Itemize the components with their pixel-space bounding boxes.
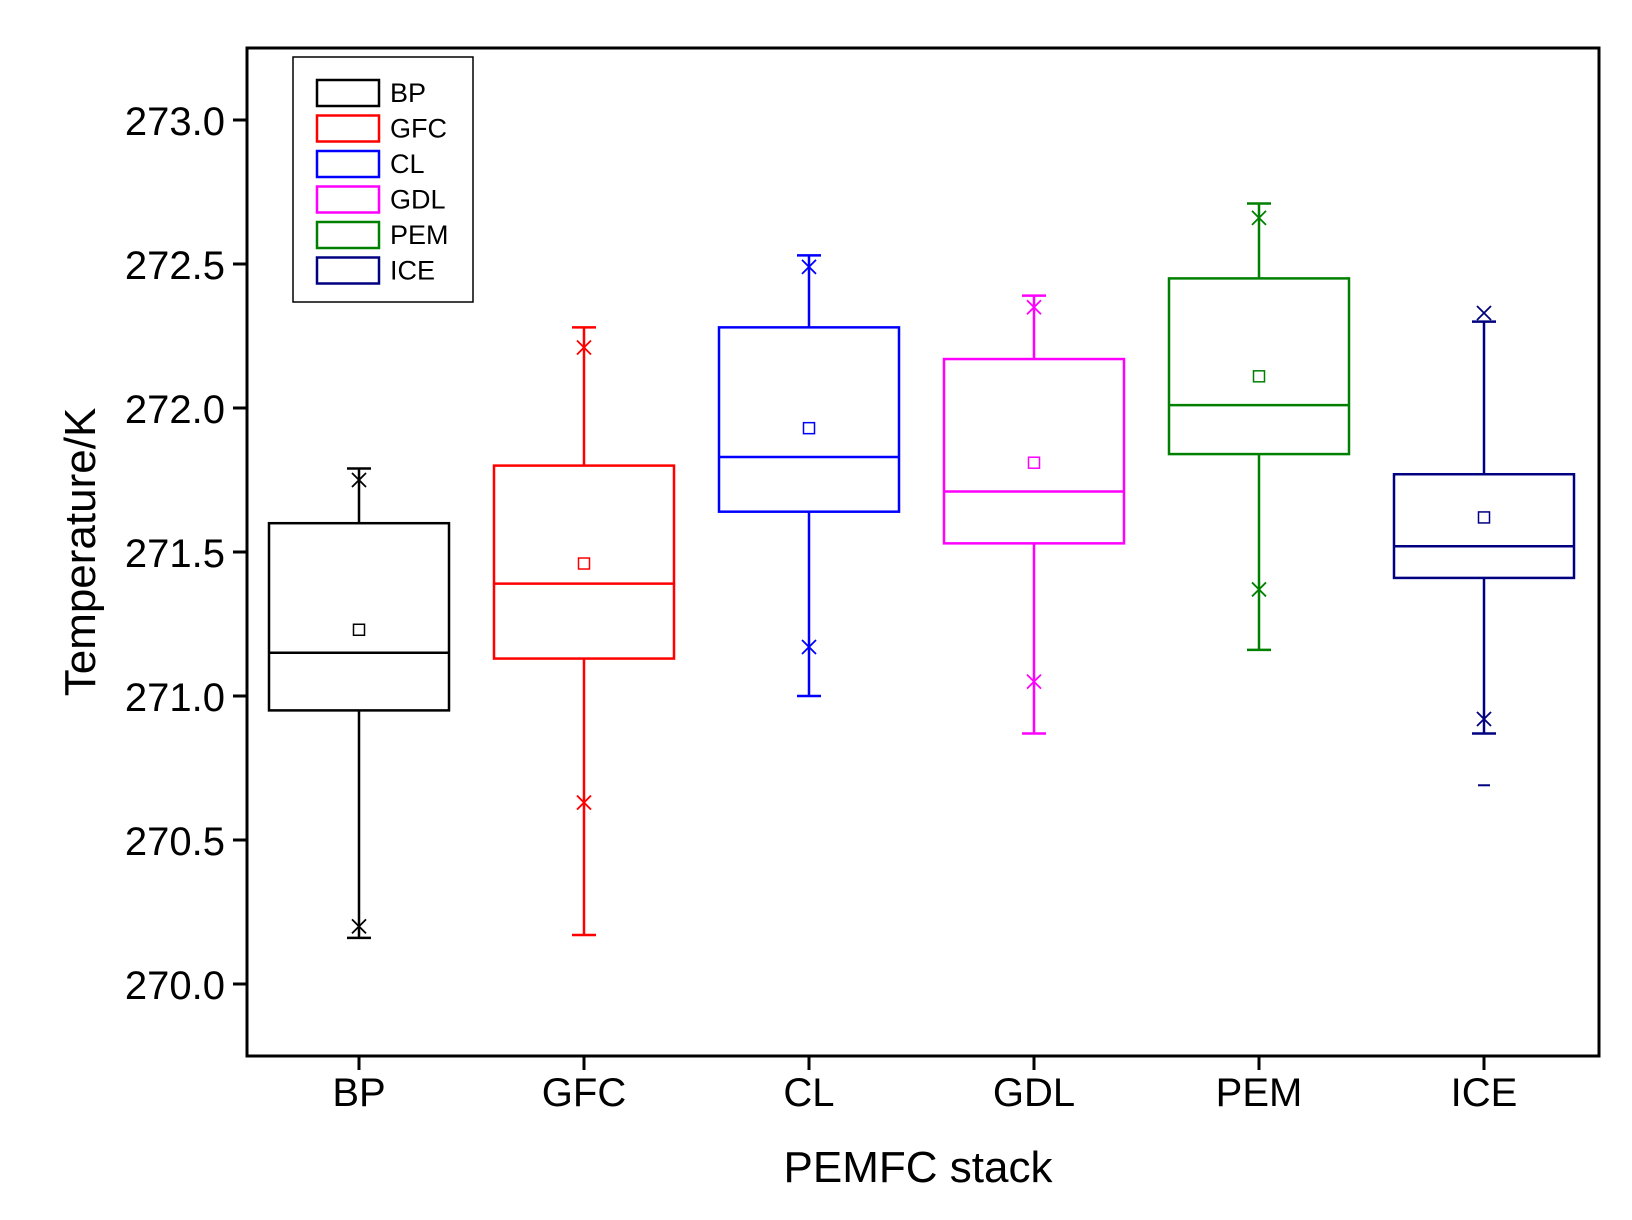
legend-label: ICE (390, 256, 435, 286)
extreme-marker (1251, 210, 1267, 226)
legend-swatch (315, 220, 381, 250)
iqr-box (492, 464, 676, 660)
legend-swatch (315, 256, 381, 285)
y-tick-label: 271.0 (125, 676, 225, 720)
legend-swatch (315, 78, 381, 108)
x-tick-labels: BP GFC CL GDL PEM ICE (332, 1071, 1517, 1115)
x-tick-label: GDL (993, 1071, 1075, 1115)
mean-marker (802, 421, 816, 435)
x-tick-label: PEM (1216, 1071, 1303, 1115)
mean-marker (1252, 370, 1266, 383)
axis-ticks (233, 118, 1486, 1070)
box-gdl (942, 294, 1126, 735)
legend-label: BP (390, 78, 426, 108)
box-gfc (492, 326, 676, 937)
legend-swatch (315, 149, 381, 179)
x-tick-label: BP (332, 1071, 385, 1115)
extreme-marker (801, 639, 817, 655)
iqr-box (1167, 277, 1351, 456)
extreme-marker (576, 794, 592, 811)
extreme-marker (1026, 673, 1042, 690)
legend-label: PEM (390, 220, 449, 250)
y-tick-label: 270.5 (125, 820, 225, 864)
y-tick-label: 271.5 (125, 532, 225, 576)
x-axis-label: PEMFC stack (784, 1143, 1054, 1192)
y-tick-label: 273.0 (125, 100, 225, 144)
mean-marker (352, 623, 366, 637)
y-tick-label: 272.5 (125, 244, 225, 288)
legend-swatch (315, 114, 381, 143)
legend-item-cl: CL (315, 149, 425, 179)
x-tick-label: GFC (542, 1071, 626, 1115)
box-pem (1167, 202, 1351, 652)
x-tick-label: ICE (1451, 1071, 1518, 1115)
legend-item-gfc: GFC (315, 114, 447, 144)
extreme-marker (801, 259, 817, 275)
legend-swatch (315, 185, 381, 214)
legend-item-pem: PEM (315, 220, 449, 250)
boxes (267, 202, 1576, 940)
mean-marker (1477, 511, 1491, 524)
y-tick-labels: 270.0 270.5 271.0 271.5 272.0 272.5 273.0 (125, 100, 225, 1008)
legend-label: CL (390, 149, 425, 179)
x-tick-label: CL (783, 1071, 834, 1115)
extreme-marker (351, 472, 367, 488)
iqr-box (717, 326, 901, 513)
extreme-marker (1026, 299, 1042, 315)
extreme-marker (1251, 581, 1267, 598)
legend-item-ice: ICE (315, 256, 435, 286)
box-cl (717, 254, 901, 698)
extreme-marker (351, 918, 367, 935)
box-bp (267, 467, 451, 940)
legend-label: GFC (390, 114, 447, 144)
box-ice (1392, 305, 1576, 787)
extreme-marker (576, 339, 592, 356)
y-axis-label: Temperature/K (56, 408, 105, 697)
extreme-marker (1476, 711, 1492, 727)
legend: BP GFC CL GDL PEM ICE (292, 56, 474, 303)
iqr-box (267, 521, 451, 712)
y-tick-label: 270.0 (125, 964, 225, 1008)
mean-marker (1027, 456, 1041, 469)
mean-marker (577, 557, 591, 570)
extreme-marker (1476, 305, 1492, 321)
legend-item-bp: BP (315, 78, 426, 108)
legend-label: GDL (390, 185, 446, 215)
iqr-box (942, 357, 1126, 545)
iqr-box (1392, 472, 1576, 580)
legend-item-gdl: GDL (315, 185, 446, 215)
y-tick-label: 272.0 (125, 388, 225, 432)
